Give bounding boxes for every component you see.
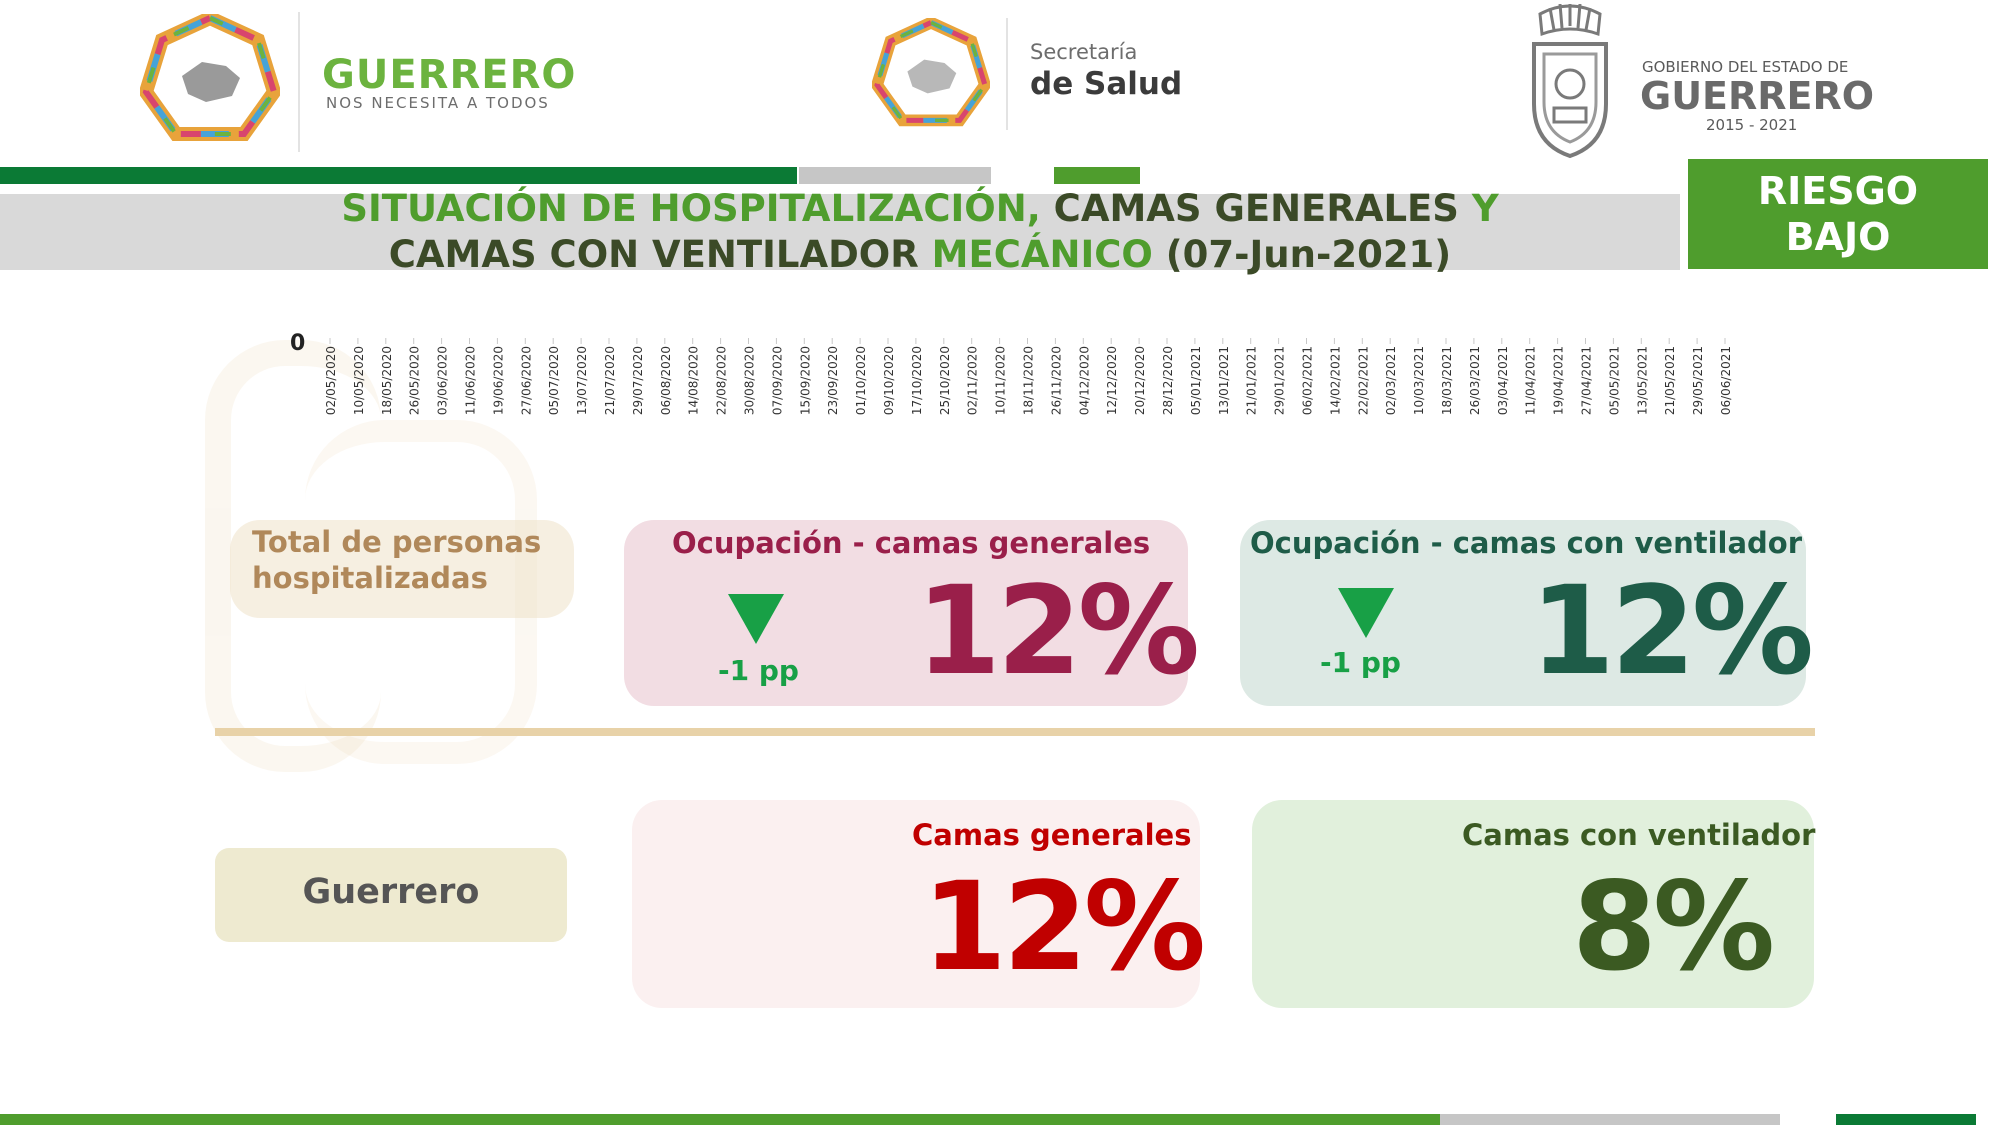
x-tick-label: 13/05/2021: [1635, 346, 1649, 415]
state-ventilator-title: Camas con ventilador: [1462, 818, 1816, 852]
x-tick-label: 14/02/2021: [1328, 346, 1342, 415]
x-tick-label: 06/06/2021: [1719, 346, 1733, 415]
x-tick-label: 10/05/2020: [352, 346, 366, 415]
x-tick-label: 23/09/2020: [826, 346, 840, 415]
x-tick-label: 09/10/2020: [882, 346, 896, 415]
logo-center-line2: de Salud: [1030, 66, 1183, 102]
bottom-stripe-green: [0, 1114, 1440, 1125]
x-tick-label: 29/07/2020: [631, 346, 645, 415]
x-tick-label: 06/08/2020: [659, 346, 673, 415]
x-tick-label: 22/02/2021: [1356, 346, 1370, 415]
state-label: Guerrero: [302, 872, 480, 912]
trend-down-icon: [1338, 588, 1394, 638]
bottom-stripe-dark: [1836, 1114, 1976, 1125]
x-tick-label: 19/06/2020: [491, 346, 505, 415]
risk-badge-line2: BAJO: [1785, 215, 1891, 259]
x-tick-label: 27/04/2021: [1580, 346, 1594, 415]
guerrero-star-logo-icon: [140, 14, 280, 141]
x-tick-label: 01/10/2020: [854, 346, 868, 415]
x-tick-label: 21/05/2021: [1663, 346, 1677, 415]
page-title: SITUACIÓN DE HOSPITALIZACIÓN, CAMAS GENE…: [341, 187, 1499, 276]
x-tick-label: 29/01/2021: [1273, 346, 1287, 415]
top-stripe-gray: [799, 167, 991, 184]
kpi-ventilator-delta: -1 pp: [1320, 646, 1401, 679]
x-tick-label: 21/07/2020: [603, 346, 617, 415]
state-label-card: [215, 848, 567, 942]
x-tick-label: 04/12/2020: [1077, 346, 1091, 415]
section-divider: [215, 728, 1815, 736]
x-tick-label: 02/05/2020: [324, 346, 338, 415]
logo-center-line1: Secretaría: [1030, 40, 1138, 64]
x-tick-label: 07/09/2020: [770, 346, 784, 415]
logo-right-line2: GUERRERO: [1640, 74, 1875, 118]
x-tick-label: 26/05/2020: [408, 346, 422, 415]
x-tick-label: 22/08/2020: [715, 346, 729, 415]
x-tick-label: 05/01/2021: [1189, 346, 1203, 415]
x-tick-label: 15/09/2020: [798, 346, 812, 415]
logo-right-line1: GOBIERNO DEL ESTADO DE: [1642, 58, 1849, 76]
x-tick-label: 14/08/2020: [687, 346, 701, 415]
kpi-general-title: Ocupación - camas generales: [672, 526, 1151, 560]
state-ventilator-value: 8%: [1572, 856, 1775, 998]
state-general-value: 12%: [922, 856, 1206, 998]
title-band: [0, 194, 1680, 270]
x-tick-label: 18/11/2020: [1022, 346, 1036, 415]
x-tick-label: 13/01/2021: [1217, 346, 1231, 415]
x-tick-label: 02/11/2020: [966, 346, 980, 415]
state-coat-of-arms-icon: [1532, 4, 1608, 159]
logo-left-title: GUERRERO: [322, 52, 577, 98]
top-stripe-accent: [1054, 167, 1140, 184]
x-tick-label: 03/04/2021: [1496, 346, 1510, 415]
state-general-card: [632, 800, 1200, 1008]
kpi-ventilator-value: 12%: [1530, 560, 1814, 702]
kpi-general-card: [624, 520, 1188, 706]
secretaria-salud-logo-icon: [872, 18, 990, 127]
x-tick-label: 20/12/2020: [1133, 346, 1147, 415]
x-tick-label: 19/04/2021: [1552, 346, 1566, 415]
x-tick-label: 25/10/2020: [938, 346, 952, 415]
x-tick-label: 26/03/2021: [1468, 346, 1482, 415]
bottom-stripe-gray: [1440, 1114, 1780, 1125]
kpi-general-delta: -1 pp: [718, 654, 799, 687]
risk-level-badge: RIESGO BAJO: [1688, 159, 1988, 269]
x-tick-label: 05/07/2020: [547, 346, 561, 415]
top-stripe-green: [0, 167, 797, 184]
x-tick-label: 17/10/2020: [910, 346, 924, 415]
x-tick-label: 30/08/2020: [743, 346, 757, 415]
x-tick-label: 10/03/2021: [1412, 346, 1426, 415]
trend-down-icon: [728, 594, 784, 644]
kpi-ventilator-title: Ocupación - camas con ventilador: [1250, 526, 1803, 560]
total-hospitalized-card: [230, 520, 574, 618]
x-tick-label: 06/02/2021: [1301, 346, 1315, 415]
x-tick-label: 28/12/2020: [1161, 346, 1175, 415]
logo-left-subtitle: NOS NECESITA A TODOS: [326, 94, 550, 112]
y-tick-label: 0: [290, 331, 305, 356]
x-tick-label: 18/05/2020: [380, 346, 394, 415]
x-tick-label: 02/03/2021: [1384, 346, 1398, 415]
x-tick-label: 05/05/2021: [1607, 346, 1621, 415]
logo-right-years: 2015 - 2021: [1706, 116, 1798, 134]
chart-svg: 0 02/05/2020 10/05/2020 18/05/2020 26/05/202…: [290, 331, 1733, 415]
x-tick-label: 18/03/2021: [1440, 346, 1454, 415]
x-tick-label: 13/07/2020: [575, 346, 589, 415]
kpi-general-value: 12%: [916, 560, 1200, 702]
x-tick-label: 29/05/2021: [1691, 346, 1705, 415]
x-tick-label: 11/04/2021: [1524, 346, 1538, 415]
x-tick-label: 21/01/2021: [1245, 346, 1259, 415]
state-general-title: Camas generales: [912, 818, 1192, 852]
x-tick-label: 12/12/2020: [1105, 346, 1119, 415]
risk-badge-line1: RIESGO: [1757, 169, 1919, 213]
total-hospitalized-label: Total de personas hospitalizadas: [252, 525, 542, 595]
x-tick-label: 03/06/2020: [436, 346, 450, 415]
x-tick-label: 10/11/2020: [994, 346, 1008, 415]
x-tick-label: 27/06/2020: [519, 346, 533, 415]
x-tick-label: 11/06/2020: [464, 346, 478, 415]
state-ventilator-card: [1252, 800, 1814, 1008]
x-tick-label: 26/11/2020: [1049, 346, 1063, 415]
kpi-ventilator-card: [1240, 520, 1806, 706]
